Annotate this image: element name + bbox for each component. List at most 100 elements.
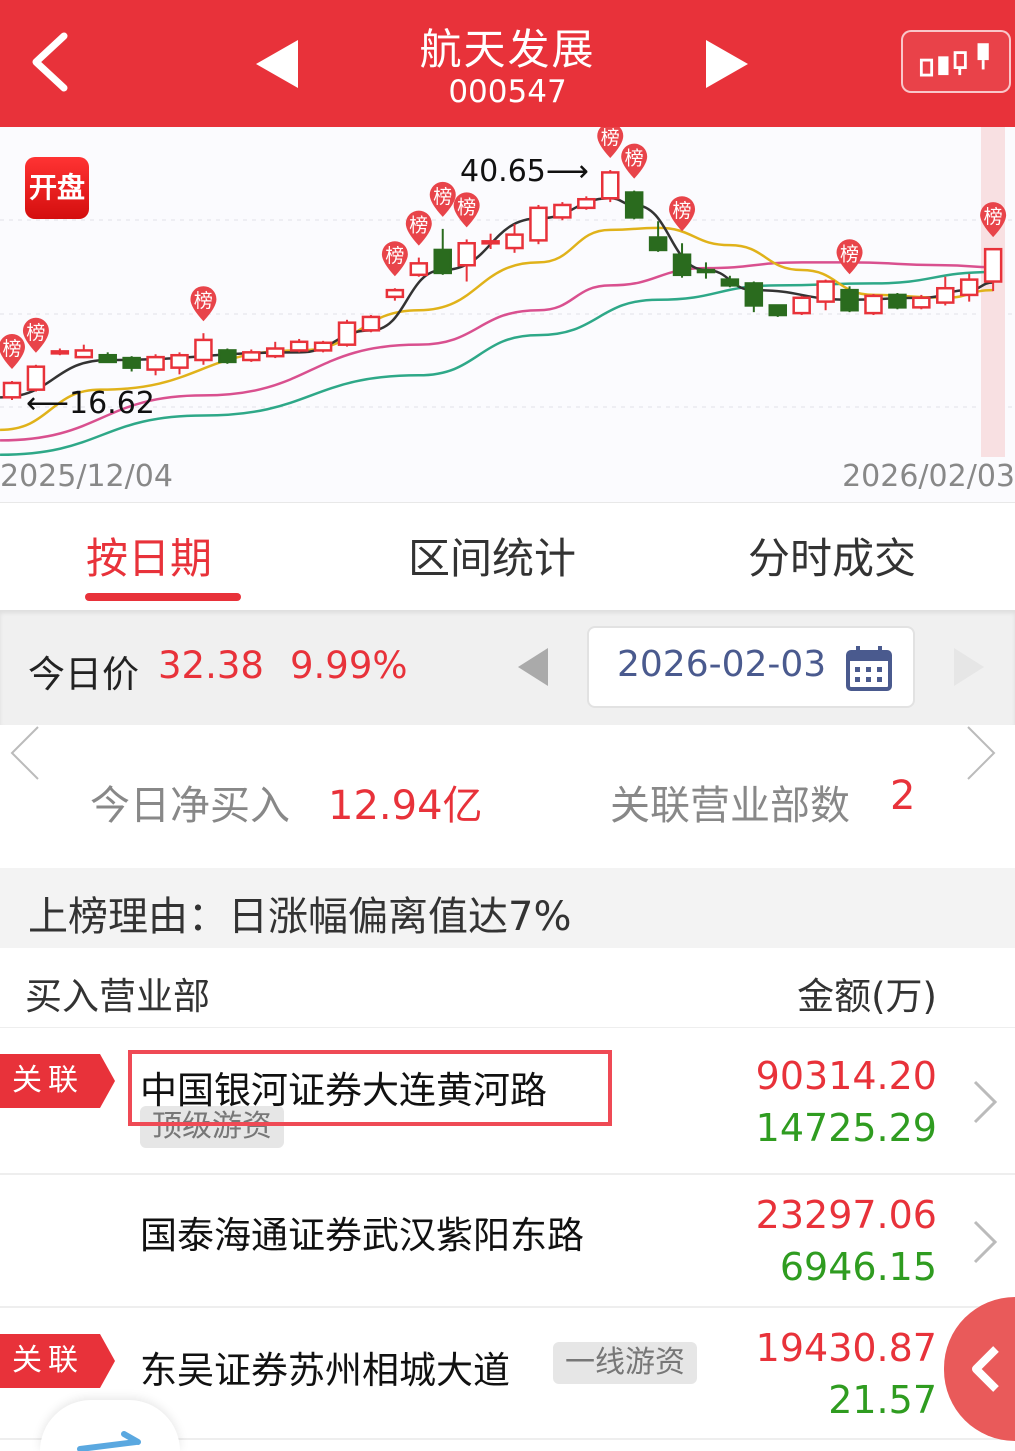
candle-body xyxy=(912,296,931,309)
today-price-value: 32.38 xyxy=(158,644,264,687)
active-tab-underline xyxy=(85,593,241,601)
stats-next-chevron-icon[interactable] xyxy=(964,725,998,781)
chevron-left-icon xyxy=(972,1346,999,1392)
buy-amount: 90314.20 xyxy=(755,1054,937,1098)
list-marker-pin xyxy=(597,127,624,159)
candle-body xyxy=(959,278,979,297)
branch-name[interactable]: 国泰海通证券武汉紫阳东路 xyxy=(140,1214,584,1257)
buy-amount: 23297.06 xyxy=(755,1193,937,1237)
candle-body xyxy=(720,278,740,287)
candle-body xyxy=(624,191,644,219)
floating-switch-button[interactable] xyxy=(40,1400,180,1451)
kline-chart[interactable]: 开盘 榜榜榜榜榜榜榜榜榜榜榜榜 40.65⟶ ⟵16.62 2025/12/04 2… xyxy=(0,127,1015,502)
buy-amount: 19430.87 xyxy=(755,1326,937,1370)
candle-body xyxy=(361,315,381,332)
stock-code: 000547 xyxy=(448,74,567,110)
candle-body xyxy=(313,341,333,352)
sell-amount: 6946.15 xyxy=(779,1245,937,1289)
candle-body xyxy=(553,203,572,219)
prev-stock-triangle-icon[interactable] xyxy=(256,40,298,88)
candle-body xyxy=(529,206,548,242)
chevron-right-icon[interactable] xyxy=(972,1220,998,1264)
list-marker-pin xyxy=(381,241,408,277)
table-row[interactable]: 关联 东吴证券苏州相城大道 一线游资 19430.87 21.57 xyxy=(0,1308,1015,1440)
list-marker-label: 榜 xyxy=(625,148,644,170)
list-marker-label: 榜 xyxy=(601,127,620,149)
back-chevron-icon[interactable] xyxy=(28,30,72,94)
list-marker-pin xyxy=(669,196,696,232)
candle-body xyxy=(98,353,117,364)
candle-body xyxy=(840,288,859,312)
highlight-box xyxy=(128,1050,612,1126)
end-date-label: 2026/02/03 xyxy=(842,459,1015,494)
candle-body xyxy=(481,240,500,245)
sell-amount: 14725.29 xyxy=(755,1106,937,1150)
candle-body xyxy=(433,248,452,275)
candle-body xyxy=(648,236,668,252)
candle-body xyxy=(936,286,955,304)
candle-body xyxy=(864,294,883,315)
stock-name: 航天发展 xyxy=(419,25,596,74)
low-price-label: ⟵16.62 xyxy=(26,386,155,421)
list-marker-label: 榜 xyxy=(433,186,452,208)
prev-date-triangle-icon[interactable] xyxy=(518,648,548,686)
table-row[interactable]: 关联 顶级游资 中国银河证券大连黄河路 90314.20 14725.29 xyxy=(0,1028,1015,1175)
stats-prev-chevron-icon[interactable] xyxy=(8,725,42,781)
branch-name[interactable]: 东吴证券苏州相城大道 xyxy=(140,1349,510,1392)
candle-body xyxy=(146,355,165,371)
list-marker-label: 榜 xyxy=(194,290,213,312)
date-picker[interactable]: 2026-02-03 xyxy=(587,626,915,708)
today-price-label: 今日价 xyxy=(28,653,139,696)
tab-intraday-trades[interactable]: 分时成交 xyxy=(748,534,917,583)
kline-button[interactable] xyxy=(901,30,1011,93)
stats-panel: 今日净买入 12.94亿 关联营业部数 2 xyxy=(0,725,1015,868)
candle-body xyxy=(816,280,835,303)
list-marker-label: 榜 xyxy=(26,322,45,344)
candle-body xyxy=(170,353,189,369)
candle-body xyxy=(409,262,429,277)
trader-type-chip: 一线游资 xyxy=(553,1342,697,1384)
calendar-icon[interactable] xyxy=(845,644,893,692)
list-marker-label: 榜 xyxy=(385,245,404,267)
candle-body xyxy=(2,381,22,399)
list-reason: 上榜理由：日涨幅偏离值达7% xyxy=(28,894,572,940)
candle-body xyxy=(242,351,261,362)
trader-type-chip: 顶级游资 xyxy=(140,1106,284,1148)
table-row[interactable]: 国泰海通证券武汉紫阳东路 23297.06 6946.15 xyxy=(0,1175,1015,1308)
list-reason-bar: 上榜理由：日涨幅偏离值达7% xyxy=(0,868,1015,948)
candle-body xyxy=(744,282,764,307)
table-header: 买入营业部 金额(万) xyxy=(0,948,1015,1028)
sell-amount: 21.57 xyxy=(828,1378,937,1422)
candle-body xyxy=(505,233,524,250)
ma30-line xyxy=(0,270,994,456)
list-marker-pin xyxy=(405,210,432,246)
candle-body xyxy=(50,350,70,355)
open-badge[interactable]: 开盘 xyxy=(25,157,89,219)
candle-body xyxy=(74,349,94,359)
list-marker-pin xyxy=(22,317,49,353)
list-marker-label: 榜 xyxy=(457,196,476,218)
list-marker-label: 榜 xyxy=(2,338,21,360)
candlestick-icon xyxy=(919,43,989,77)
header: 航天发展 000547 xyxy=(0,0,1015,127)
candle-body xyxy=(218,349,237,364)
tab-by-date[interactable]: 按日期 xyxy=(86,534,213,583)
list-marker-pin xyxy=(0,334,25,370)
candle-body xyxy=(265,347,285,358)
candle-body xyxy=(768,304,788,317)
list-marker-pin xyxy=(980,202,1007,238)
tab-range-stats[interactable]: 区间统计 xyxy=(408,534,577,583)
net-buy-value: 12.94亿 xyxy=(328,783,483,829)
list-marker-pin xyxy=(453,192,480,228)
branch-name[interactable]: 中国银河证券大连黄河路 xyxy=(140,1069,547,1112)
chevron-right-icon[interactable] xyxy=(972,1080,998,1124)
list-marker-label: 榜 xyxy=(673,200,692,222)
price-bar: 今日价 32.38 9.99% 2026-02-03 xyxy=(0,610,1015,725)
list-marker-pin xyxy=(836,239,863,275)
next-stock-triangle-icon[interactable] xyxy=(706,40,748,88)
candle-body xyxy=(792,296,811,315)
next-date-triangle-icon[interactable] xyxy=(954,648,984,686)
switch-arrows-icon xyxy=(77,1431,141,1451)
related-tag: 关联 xyxy=(0,1054,115,1108)
related-tag: 关联 xyxy=(0,1334,115,1388)
